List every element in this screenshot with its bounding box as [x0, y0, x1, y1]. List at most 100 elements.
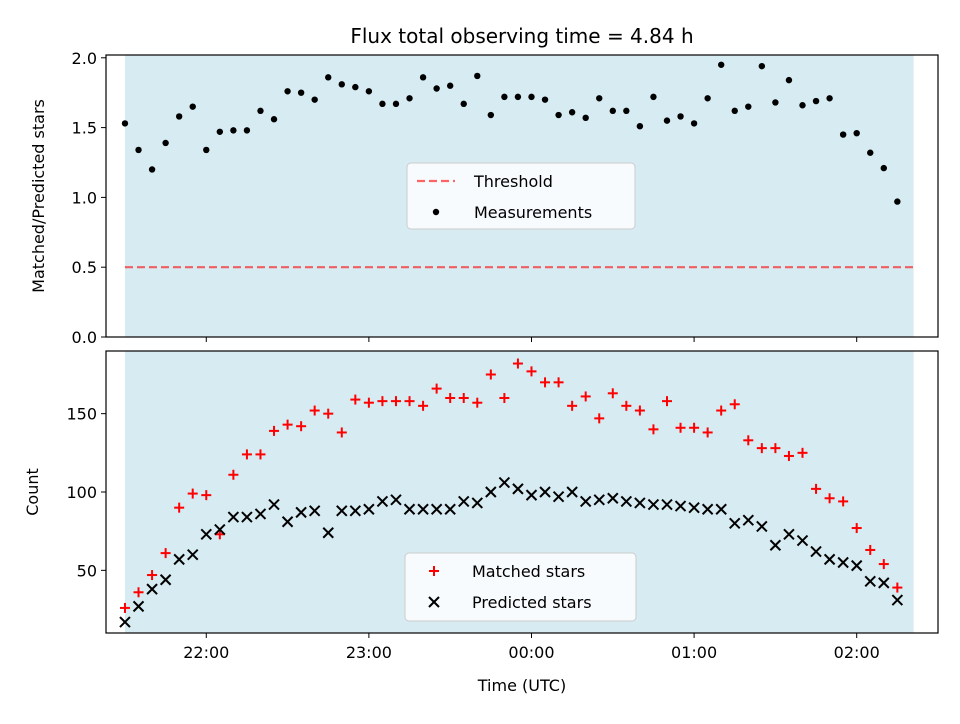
legend-label: Measurements — [474, 203, 592, 222]
predicted-star-point — [336, 505, 348, 517]
measurement-point — [853, 129, 860, 137]
predicted-star-mark-b — [620, 495, 633, 508]
predicted-star-mark-b — [769, 539, 782, 551]
predicted-star-point — [620, 495, 633, 508]
predicted-star-mark-b — [471, 497, 483, 509]
matched-star-point — [323, 408, 334, 419]
predicted-star-point — [688, 501, 700, 514]
predicted-star-mark-b — [119, 616, 131, 628]
predicted-star-point — [864, 575, 876, 588]
legend-box — [404, 552, 637, 622]
predicted-star-mark-b — [593, 494, 605, 506]
measurement-point — [284, 88, 291, 95]
predicted-star-mark-b — [146, 583, 158, 595]
predicted-star-mark-b — [295, 506, 307, 519]
measurement-point — [894, 198, 901, 205]
measurement-point — [839, 131, 847, 138]
predicted-star-mark-b — [498, 476, 511, 489]
predicted-star-mark-b — [552, 490, 565, 503]
matched-star-point — [729, 399, 740, 410]
predicted-star-point — [593, 494, 605, 506]
measurement-point — [528, 93, 535, 101]
predicted-star-point — [349, 505, 362, 517]
predicted-star-mark-b — [674, 500, 687, 512]
predicted-star-mark-b — [742, 514, 755, 526]
measurement-point — [460, 100, 467, 108]
measurement-point — [338, 81, 345, 88]
axes-frame — [105, 54, 939, 338]
predicted-star-mark-b — [363, 503, 375, 515]
matched-star-point — [526, 366, 537, 377]
predicted-star-mark-b — [444, 503, 456, 515]
predicted-star-point — [769, 539, 782, 551]
measurement-point — [433, 85, 440, 92]
predicted-star-point — [227, 511, 240, 523]
predicted-star-point — [458, 495, 470, 508]
legend-predicted-swatch-b — [428, 596, 440, 608]
predicted-star-mark-b — [539, 486, 551, 498]
predicted-star-mark-b — [281, 516, 294, 528]
measurement-point — [785, 76, 793, 84]
measurement-point — [446, 82, 454, 89]
measurement-point — [352, 83, 359, 91]
y-axis-label: Matched/Predicted stars — [29, 99, 48, 293]
matched-star-point — [296, 421, 307, 432]
measurement-point — [379, 100, 386, 108]
matched-star-point — [811, 483, 822, 494]
predicted-star-mark-b — [525, 489, 538, 501]
predicted-star-mark-b — [796, 534, 809, 547]
matched-star-point — [756, 443, 767, 454]
matched-star-point — [540, 377, 551, 388]
matched-star-point — [634, 405, 645, 416]
measurement-point — [148, 166, 156, 173]
matched-star-point — [838, 496, 849, 507]
y-tick-label: 150 — [66, 405, 97, 424]
predicted-star-point — [756, 520, 768, 533]
measurement-point — [772, 99, 779, 106]
legend-measurement-swatch — [432, 208, 440, 216]
matched-star-point — [607, 388, 618, 399]
matched-star-point — [770, 443, 781, 454]
matched-star-point — [269, 425, 280, 436]
measurement-point — [555, 111, 562, 119]
predicted-star-mark-b — [647, 498, 660, 511]
predicted-star-mark-b — [512, 483, 524, 495]
predicted-star-point — [891, 594, 904, 606]
matched-star-point — [458, 393, 469, 403]
measurement-point — [568, 109, 576, 116]
matched-star-point — [336, 427, 347, 438]
predicted-star-point — [322, 527, 334, 539]
matched-star-point — [892, 582, 903, 593]
matched-star-point — [797, 447, 808, 458]
matched-star-point — [174, 502, 185, 513]
y-tick-label: 0.0 — [72, 328, 97, 347]
legend-label: Threshold — [473, 172, 553, 191]
x-axis-label: Time (UTC) — [477, 676, 566, 695]
predicted-star-point — [715, 503, 727, 515]
predicted-star-mark-b — [607, 492, 619, 504]
x-tick-label: 00:00 — [508, 643, 554, 662]
x-tick-label: 01:00 — [671, 643, 717, 662]
matched-star-point — [485, 369, 496, 380]
predicted-star-point — [878, 577, 890, 589]
measurement-point — [880, 164, 887, 172]
y-tick-label: 0.5 — [72, 258, 97, 277]
measurement-point — [135, 146, 142, 154]
measurement-point — [270, 116, 278, 123]
matched-star-point — [377, 396, 388, 407]
measurement-point — [799, 102, 806, 109]
measurement-point — [175, 113, 183, 120]
measurement-point — [826, 95, 833, 102]
legend-box — [406, 162, 636, 230]
predicted-star-mark-b — [729, 517, 741, 530]
matched-star-point — [594, 413, 605, 424]
predicted-star-mark-b — [336, 505, 348, 517]
predicted-star-mark-b — [891, 594, 904, 606]
legend-label: Matched stars — [472, 562, 585, 581]
predicted-star-point — [417, 503, 429, 515]
predicted-star-point — [254, 508, 267, 520]
measurement-point — [541, 96, 549, 103]
matched-star-point — [567, 400, 578, 411]
predicted-star-point — [674, 500, 687, 512]
measurement-point — [650, 93, 657, 101]
